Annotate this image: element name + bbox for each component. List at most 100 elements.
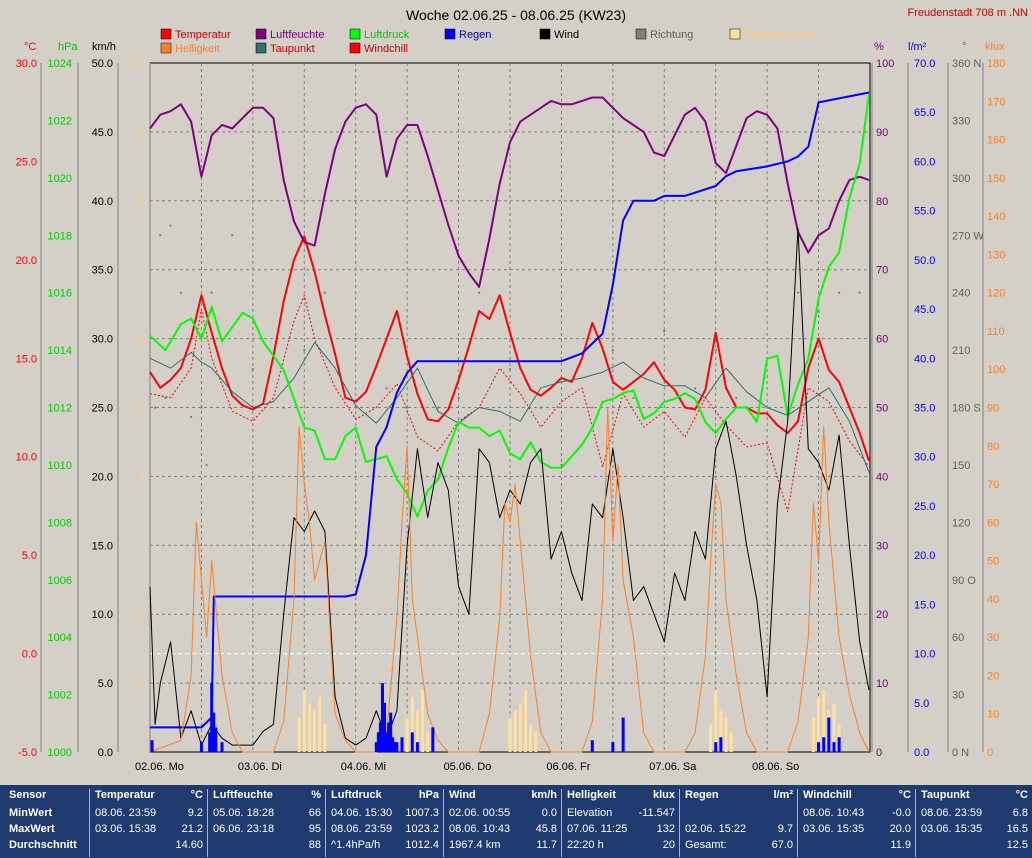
bar-mark	[709, 724, 713, 752]
axis-tick-label: 5	[139, 403, 145, 415]
axis-unit-label: °	[962, 41, 966, 53]
axis-tick-label: 4	[139, 471, 145, 483]
stats-cell-label: 04.06. 15:30	[331, 807, 393, 819]
scatter-point	[735, 396, 738, 399]
stats-row: 03.06. 15:38 21.2	[95, 821, 207, 837]
axis-tick-label: -5.0	[18, 747, 37, 759]
axis-tick-label: 40	[876, 471, 888, 483]
stats-cell-label: 08.06. 10:43	[803, 807, 865, 819]
stats-row: 03.06. 15:35 16.5	[921, 821, 1032, 837]
stats-row: 02.06. 00:55 0.0	[449, 805, 561, 821]
axis-tick-label: 140	[987, 211, 1005, 223]
stats-row: 04.06. 15:30 1007.3	[331, 805, 443, 821]
stats-cell-value: 66	[308, 807, 321, 819]
axis-tick-label: 15.0	[16, 353, 37, 365]
stats-row: 08.06. 23:59 1023.2	[331, 821, 443, 837]
stats-header-unit: l/m²	[773, 789, 793, 801]
stats-header-name: Sensor	[9, 789, 47, 801]
stats-row: MinWert	[9, 805, 89, 821]
series-luftdruck	[149, 94, 870, 518]
axis-tick-label: 7	[139, 265, 145, 277]
stats-cell-label: 07.06. 11:25	[567, 823, 628, 835]
axis-tick-label: 6	[139, 334, 145, 346]
bar-mark	[719, 737, 723, 752]
bar-mark	[714, 742, 718, 752]
axis-tick-label: 10.0	[914, 649, 935, 661]
stats-row: 07.06. 11:25 132	[567, 821, 679, 837]
scatter-point	[179, 291, 182, 294]
axis-unit-label: %	[874, 41, 884, 53]
bar-mark	[214, 727, 218, 752]
stats-header: Taupunkt °C	[921, 789, 1032, 805]
bar-mark	[212, 712, 216, 752]
axis-tick-label: 180	[987, 58, 1005, 70]
legend-label: Luftdruck	[364, 29, 410, 41]
x-tick-label: 02.06. Mo	[135, 761, 184, 773]
bar-mark	[590, 740, 594, 752]
legend-label: Windchill	[364, 43, 408, 55]
stats-cell-value: 67.0	[771, 839, 793, 851]
axis-tick-label: 0	[987, 747, 993, 759]
axis-tick-label: 25.0	[914, 501, 935, 513]
axis-tick-label: 330	[952, 115, 970, 127]
bar-mark	[529, 724, 533, 752]
station-label: Freudenstadt 708 m .NN	[908, 7, 1029, 19]
stats-header-name: Luftdruck	[331, 789, 382, 801]
axis-tick-label: 1012	[48, 403, 72, 415]
axis-tick-label: 8	[139, 196, 145, 208]
scatter-point	[303, 349, 306, 352]
axis-tick-label: 160	[987, 135, 1005, 147]
series-line	[149, 96, 870, 288]
series-line	[149, 342, 870, 473]
axis-tick-label: 1016	[48, 288, 72, 300]
stats-cell-label: 03.06. 15:35	[803, 823, 865, 835]
series-regen	[150, 91, 870, 729]
chart-title: Woche 02.06.25 - 08.06.25 (KW23)	[406, 7, 626, 23]
axis-tick-label: 1004	[48, 632, 72, 644]
stats-cell-value: 21.2	[181, 823, 203, 835]
axis-tick-label: 5.0	[914, 698, 929, 710]
axis-tick-label: 10	[987, 709, 999, 721]
bar-mark	[393, 742, 397, 752]
stats-cell-value: 9.7	[777, 823, 793, 835]
stats-cell-value: -11.547	[638, 807, 676, 819]
stats-cell-label: MaxWert	[9, 823, 55, 835]
axis-tick-label: 70.0	[914, 58, 935, 70]
axis-tick-label: 40	[987, 594, 999, 606]
bar-mark	[405, 717, 409, 752]
scatter-point	[190, 416, 193, 419]
stats-row: Elevation -11.547	[567, 805, 679, 821]
axis-tick-label: 20.0	[16, 255, 37, 267]
legend-swatch	[255, 42, 267, 54]
bar-mark	[313, 710, 317, 752]
stats-cell-label: Durchschnitt	[9, 839, 77, 851]
bar-mark	[302, 689, 306, 752]
stats-header-name: Luftfeuchte	[213, 789, 273, 801]
axis-tick-label: 30.0	[16, 58, 37, 70]
axis-tick-label: 1002	[48, 690, 72, 702]
x-tick-label: 06.06. Fr	[546, 761, 590, 773]
axis-tick-label: 20	[876, 609, 888, 621]
series-regen-h	[150, 683, 841, 752]
axis-unit-label: hPa	[58, 41, 78, 53]
legend-label: Richtung	[650, 29, 693, 41]
stats-cell-label: 05.06. 18:28	[213, 807, 275, 819]
legend-swatch	[539, 28, 551, 40]
axis-tick-label: 80	[987, 441, 999, 453]
bar-mark	[387, 722, 391, 752]
axis-tick-label: 10	[876, 678, 888, 690]
legend-label: Temperatur	[175, 29, 231, 41]
stats-header-name: Wind	[449, 789, 476, 801]
axis-tick-label: 150	[987, 173, 1005, 185]
stats-column-helligkeit: Helligkeit klux Elevation -11.547 07.06. 11:…	[561, 789, 679, 857]
stats-header-unit: %	[311, 789, 321, 801]
axis-tick-label: 10	[133, 58, 145, 70]
legend-swatch	[160, 28, 172, 40]
stats-header-unit: km/h	[531, 789, 557, 801]
bar-mark	[719, 710, 723, 752]
axis-tick-label: 1000	[48, 747, 72, 759]
bar-mark	[391, 737, 395, 752]
stats-column-windchill: Windchill °C 08.06. 10:43 -0.0 03.06. 15:35 2…	[797, 789, 915, 857]
x-tick-label: 05.06. Do	[444, 761, 492, 773]
stats-column-taupunkt: Taupunkt °C 08.06. 23:59 6.8 03.06. 15:35 16.…	[915, 789, 1032, 857]
